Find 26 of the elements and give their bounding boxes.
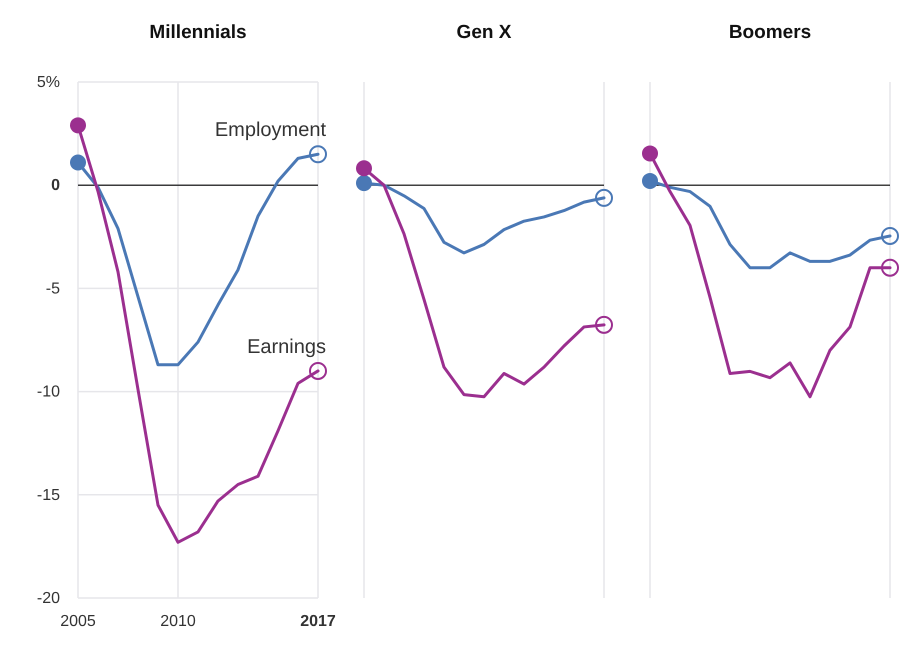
- x-tick-label: 2017: [300, 613, 336, 630]
- point: [642, 145, 658, 162]
- chart-title: Boomers: [728, 22, 812, 43]
- x-tick-label: 2010: [160, 613, 196, 630]
- chart-title: Millennials: [149, 22, 247, 43]
- y-tick-label: 5%: [36, 74, 60, 91]
- point: [309, 362, 327, 380]
- point: [356, 160, 372, 176]
- point: [595, 188, 613, 207]
- x-tick-label: 2005: [60, 613, 96, 630]
- y-tick-label: -10: [36, 384, 60, 401]
- chart-title: Gen X: [456, 22, 512, 43]
- point: [356, 175, 372, 192]
- point: [70, 154, 86, 170]
- series-label: Earnings: [247, 336, 326, 358]
- y-tick-label: -5: [46, 280, 60, 298]
- point: [70, 117, 86, 134]
- y-tick-label: 0: [51, 177, 60, 194]
- y-tick-label: -15: [36, 486, 60, 504]
- series-label: Employment: [214, 119, 326, 142]
- point: [309, 145, 327, 164]
- point: [595, 316, 613, 334]
- point: [881, 258, 899, 277]
- point: [881, 226, 899, 245]
- y-tick-label: -20: [36, 590, 60, 607]
- point: [642, 172, 658, 189]
